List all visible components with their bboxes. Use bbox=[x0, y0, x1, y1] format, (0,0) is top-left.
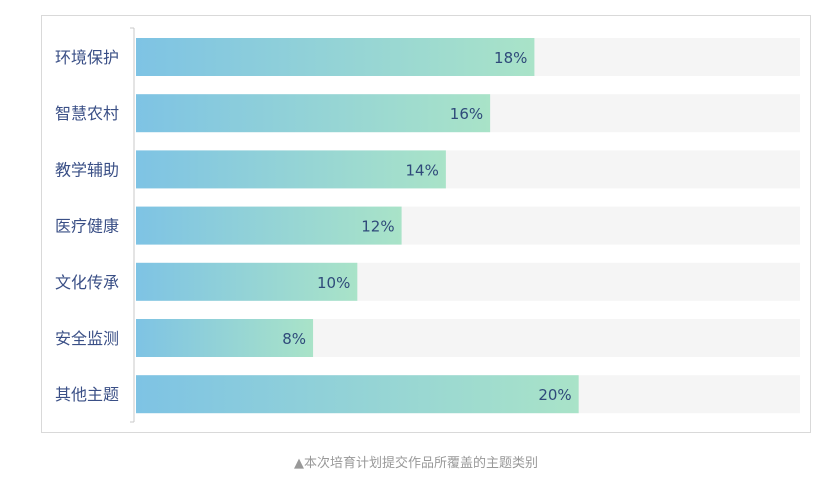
data-label: 12% bbox=[361, 218, 394, 236]
chart-caption: ▲本次培育计划提交作品所覆盖的主题类别 bbox=[294, 456, 538, 471]
bar bbox=[136, 94, 491, 133]
category-label: 环境保护 bbox=[55, 48, 119, 67]
chart-container: 环境保护 18% 智慧农村 16% 教学辅助 14% 医疗健康 12% 文化传承 10% 安全监测 8… bbox=[41, 15, 811, 433]
data-label: 10% bbox=[317, 274, 350, 292]
bar bbox=[136, 319, 314, 357]
category-label: 医疗健康 bbox=[55, 217, 119, 236]
data-label: 20% bbox=[538, 386, 571, 404]
data-label: 14% bbox=[406, 161, 439, 179]
category-label: 教学辅助 bbox=[55, 160, 119, 179]
horizontal-bar-chart: 环境保护 18% 智慧农村 16% 教学辅助 14% 医疗健康 12% 文化传承 10% 安全监测 8… bbox=[55, 27, 800, 423]
category-label: 安全监测 bbox=[55, 329, 119, 348]
bar bbox=[136, 262, 358, 301]
bar bbox=[136, 375, 579, 414]
bar bbox=[136, 206, 402, 245]
data-label: 18% bbox=[494, 49, 527, 67]
bar bbox=[136, 38, 535, 76]
category-label: 文化传承 bbox=[55, 273, 119, 292]
category-label: 智慧农村 bbox=[55, 104, 119, 123]
category-label: 其他主题 bbox=[55, 385, 119, 404]
bar bbox=[136, 150, 446, 189]
data-label: 16% bbox=[450, 105, 483, 123]
data-label: 8% bbox=[282, 330, 306, 348]
